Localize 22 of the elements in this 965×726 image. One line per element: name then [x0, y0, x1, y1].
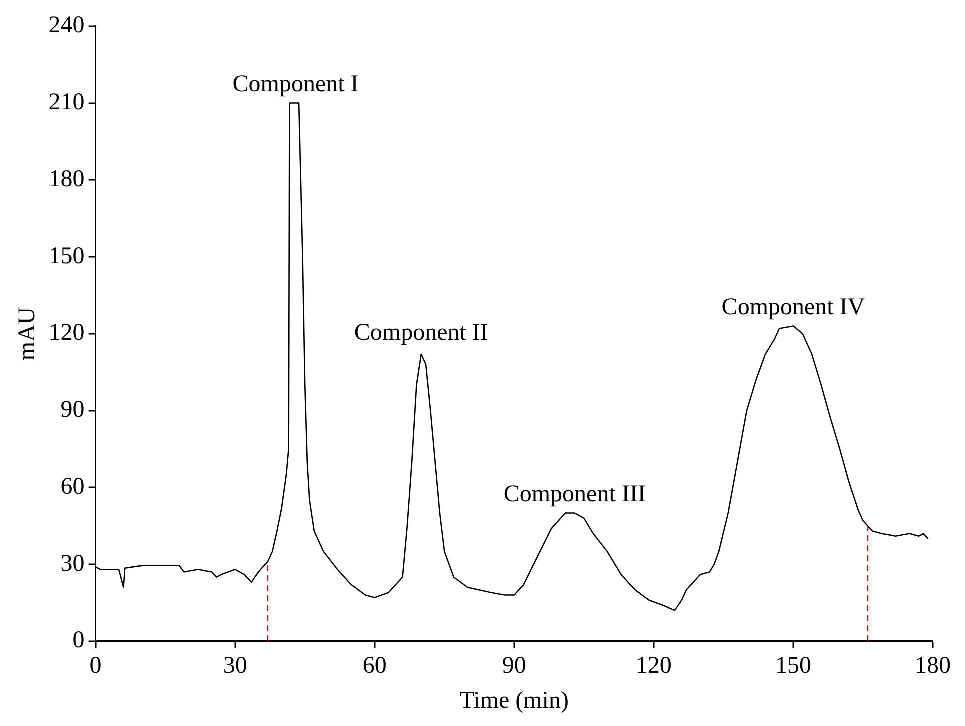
x-tick-label: 0	[90, 653, 102, 680]
annotation: Component I	[232, 72, 359, 98]
y-tick-label: 210	[48, 90, 85, 116]
annotation: Component II	[354, 320, 488, 346]
y-tick-label: 180	[48, 166, 85, 192]
x-tick-label: 60	[362, 653, 387, 680]
x-tick-label: 150	[775, 653, 812, 680]
x-tick-label: 180	[915, 653, 951, 680]
y-tick-label: 0	[72, 628, 85, 654]
y-tick-label: 240	[48, 12, 85, 39]
x-tick-label: 90	[502, 653, 526, 680]
y-axis-title: mAU	[14, 307, 41, 361]
y-tick-label: 90	[60, 397, 85, 424]
y-tick-label: 120	[48, 320, 85, 346]
annotation: Component IV	[722, 294, 866, 321]
x-tick-label: 120	[636, 653, 672, 680]
annotation: Component III	[504, 482, 646, 508]
x-tick-label: 30	[223, 653, 248, 680]
y-tick-label: 30	[60, 550, 85, 577]
x-axis-title: Time (min)	[460, 688, 569, 714]
y-tick-label: 60	[60, 474, 85, 500]
y-tick-label: 150	[48, 243, 85, 270]
